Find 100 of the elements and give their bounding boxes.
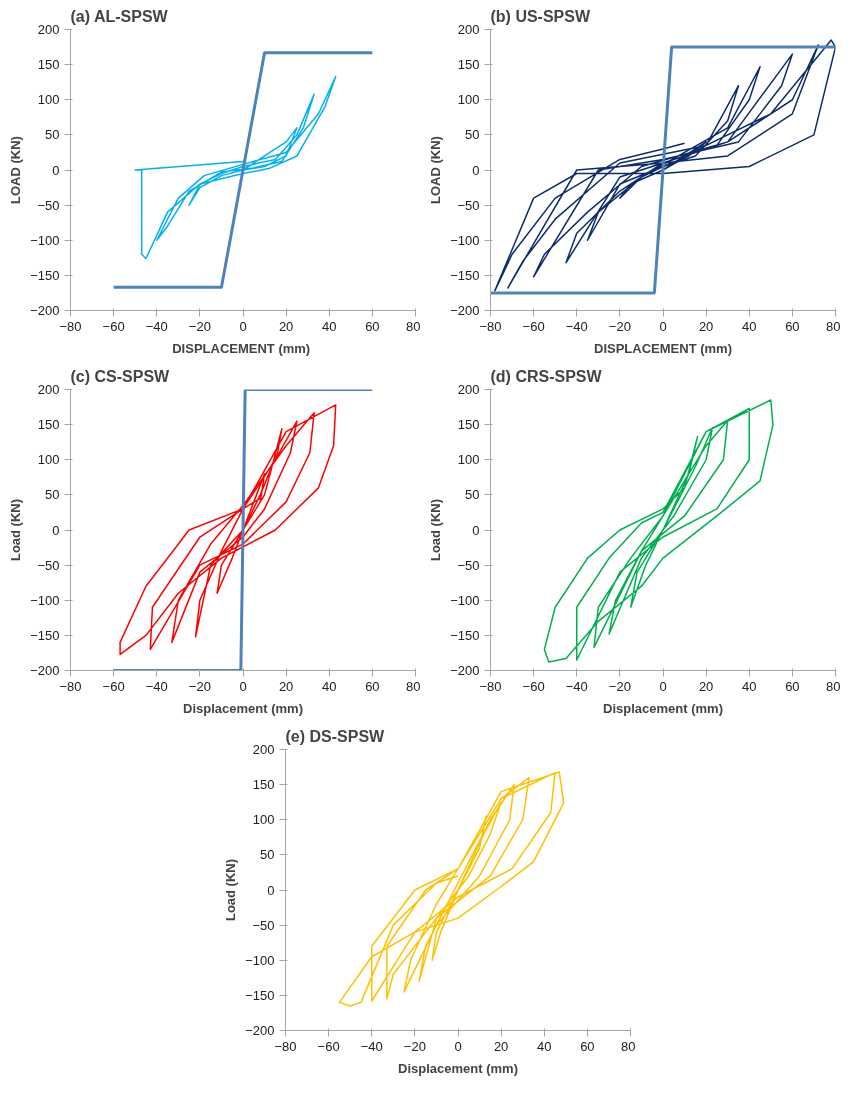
x-tick-label: 20	[493, 1038, 509, 1054]
x-axis-title: Displacement (mm)	[603, 700, 723, 716]
x-tick-label: −20	[608, 678, 631, 694]
y-axis-title: LOAD (KN)	[427, 136, 443, 204]
x-tick-label: 80	[826, 678, 841, 694]
x-tick-label: −80	[274, 1038, 297, 1054]
y-tick-label: −50	[457, 197, 480, 213]
chart-title: (e) DS-SPSW	[285, 727, 386, 745]
x-tick-label: 20	[278, 318, 294, 334]
x-tick-label: −20	[188, 678, 211, 694]
x-tick-label: −40	[360, 1038, 383, 1054]
line-series	[543, 399, 774, 663]
y-tick-label: −50	[252, 917, 275, 933]
x-tick-label: 60	[580, 1038, 595, 1054]
y-tick-label: 200	[457, 382, 480, 397]
x-tick-label: 0	[659, 678, 667, 694]
x-tick-label: 40	[742, 678, 757, 694]
line-series	[134, 75, 337, 260]
x-tick-label: −20	[188, 318, 211, 334]
x-tick-label: −60	[317, 1038, 340, 1054]
x-tick-label: 60	[365, 318, 380, 334]
y-tick-label: 150	[457, 417, 480, 433]
y-tick-label: 100	[37, 452, 60, 468]
y-tick-label: 0	[472, 522, 480, 538]
y-tick-label: −100	[30, 592, 60, 608]
x-tick-label: −40	[565, 318, 588, 334]
x-tick-label: −80	[59, 318, 82, 334]
y-tick-label: −200	[450, 303, 480, 318]
y-tick-label: 100	[252, 812, 275, 828]
x-tick-label: 60	[785, 318, 800, 334]
y-tick-label: 0	[472, 162, 480, 178]
x-tick-label: 60	[785, 678, 800, 694]
y-tick-label: −150	[450, 627, 480, 643]
chart-title: (d) CRS-SPSW	[490, 367, 603, 385]
chart-title: (b) US-SPSW	[490, 7, 591, 25]
x-axis-title: DISPLACEMENT (mm)	[594, 340, 732, 356]
x-tick-label: 80	[406, 318, 421, 334]
x-tick-label: −20	[403, 1038, 426, 1054]
y-tick-label: 200	[37, 382, 60, 397]
y-tick-label: −50	[457, 557, 480, 573]
y-tick-label: 0	[52, 522, 60, 538]
y-tick-label: −200	[30, 663, 60, 678]
y-tick-label: 50	[465, 487, 480, 503]
y-axis-title: Load (KN)	[427, 498, 443, 562]
y-tick-label: −50	[37, 197, 60, 213]
y-tick-label: 100	[457, 452, 480, 468]
line-series	[119, 404, 337, 656]
y-tick-label: −150	[30, 627, 60, 643]
y-tick-label: 50	[465, 127, 480, 143]
y-tick-label: 100	[457, 92, 480, 108]
x-tick-label: 60	[365, 678, 380, 694]
y-tick-label: −200	[450, 663, 480, 678]
y-tick-label: 100	[37, 92, 60, 108]
line-series	[338, 771, 565, 1007]
y-axis-title: Load (KN)	[222, 858, 238, 922]
x-tick-label: −20	[608, 318, 631, 334]
x-tick-label: −80	[59, 678, 82, 694]
y-tick-label: −100	[450, 592, 480, 608]
x-tick-label: 40	[742, 318, 757, 334]
x-tick-label: −80	[479, 318, 502, 334]
y-tick-label: −150	[450, 267, 480, 283]
y-tick-label: −200	[245, 1023, 275, 1038]
y-axis-title: LOAD (KN)	[7, 136, 23, 204]
chart-title: (a) AL-SPSW	[70, 7, 169, 25]
y-tick-label: −50	[37, 557, 60, 573]
y-tick-label: 50	[260, 847, 275, 863]
y-tick-label: 200	[457, 22, 480, 37]
x-axis-title: Displacement (mm)	[398, 1060, 518, 1076]
x-tick-label: 20	[698, 678, 714, 694]
x-tick-label: −60	[522, 678, 545, 694]
x-tick-label: 40	[537, 1038, 552, 1054]
x-tick-label: 80	[826, 318, 841, 334]
y-tick-label: 150	[457, 57, 480, 73]
x-tick-label: 80	[406, 678, 421, 694]
y-tick-label: 150	[37, 57, 60, 73]
x-tick-label: 40	[322, 318, 337, 334]
y-tick-label: 150	[37, 417, 60, 433]
y-tick-label: 150	[252, 777, 275, 793]
y-tick-label: 200	[252, 742, 275, 757]
y-tick-label: 0	[52, 162, 60, 178]
y-tick-label: 0	[267, 882, 275, 898]
y-tick-label: −100	[450, 232, 480, 248]
x-tick-label: −40	[145, 678, 168, 694]
x-tick-label: 40	[322, 678, 337, 694]
chart-title: (c) CS-SPSW	[70, 367, 171, 385]
x-tick-label: −60	[102, 678, 125, 694]
y-tick-label: −100	[30, 232, 60, 248]
x-tick-label: −80	[479, 678, 502, 694]
x-tick-label: 80	[621, 1038, 636, 1054]
x-tick-label: 20	[698, 318, 714, 334]
x-tick-label: −40	[145, 318, 168, 334]
x-tick-label: 0	[659, 318, 667, 334]
y-tick-label: −150	[30, 267, 60, 283]
x-tick-label: −60	[522, 318, 545, 334]
y-tick-label: −100	[245, 952, 275, 968]
y-tick-label: 50	[45, 127, 60, 143]
y-tick-label: 200	[37, 22, 60, 37]
y-tick-label: −150	[245, 987, 275, 1003]
x-axis-title: Displacement (mm)	[183, 700, 303, 716]
y-axis-title: Load (KN)	[7, 498, 23, 562]
